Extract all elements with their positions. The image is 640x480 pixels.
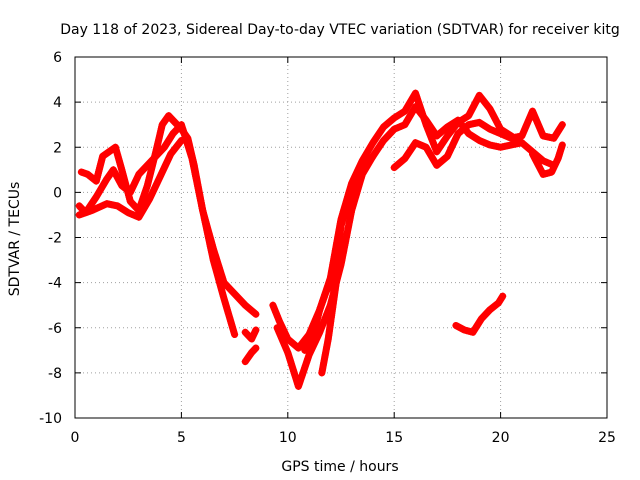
x-tick-label: 0 xyxy=(71,430,80,446)
x-tick-label: 20 xyxy=(492,430,510,446)
y-tick-label: 2 xyxy=(53,140,62,156)
y-tick-label: -4 xyxy=(48,276,62,292)
plus-markers xyxy=(77,112,239,338)
series-arc-10 xyxy=(390,107,566,172)
x-tick-label: 5 xyxy=(177,430,186,446)
y-tick-label: -10 xyxy=(39,411,62,427)
y-tick-label: -2 xyxy=(48,231,62,247)
plus-markers xyxy=(318,245,345,377)
plus-markers xyxy=(452,292,507,336)
y-tick-label: 6 xyxy=(53,50,62,66)
y-tick-label: 4 xyxy=(53,95,62,111)
series-line xyxy=(77,112,239,339)
chart-title: Day 118 of 2023, Sidereal Day-to-day VTE… xyxy=(60,22,620,38)
series-arc-2 xyxy=(77,112,239,339)
series-arc-5 xyxy=(241,344,260,366)
x-tick-labels: 0 5 10 15 20 25 xyxy=(71,430,616,446)
x-tick-label: 10 xyxy=(279,430,297,446)
plus-markers xyxy=(75,137,185,221)
plus-markers xyxy=(241,344,260,366)
y-tick-label: -8 xyxy=(48,366,62,382)
y-tick-labels: -10 -8 -6 -4 -2 0 2 4 6 xyxy=(39,50,62,427)
plus-markers xyxy=(75,121,260,318)
series-arc-4 xyxy=(241,326,260,343)
plus-markers xyxy=(390,107,566,172)
plus-markers xyxy=(241,326,260,343)
y-axis-label: SDTVAR / TECUs xyxy=(7,182,23,297)
series-arc-12 xyxy=(452,292,507,336)
x-axis-label: GPS time / hours xyxy=(281,459,398,475)
series-arc-11 xyxy=(529,141,566,178)
plot-frame xyxy=(74,56,608,419)
y-tick-label: 0 xyxy=(53,185,62,201)
series-arc-3 xyxy=(75,136,185,221)
series-arc-9 xyxy=(318,245,345,377)
x-tick-label: 25 xyxy=(598,430,616,446)
x-tick-label: 15 xyxy=(385,430,403,446)
series-arc-1 xyxy=(75,121,260,318)
plus-markers xyxy=(529,141,566,178)
series-layer xyxy=(75,89,566,390)
y-tick-label: -6 xyxy=(48,321,62,337)
